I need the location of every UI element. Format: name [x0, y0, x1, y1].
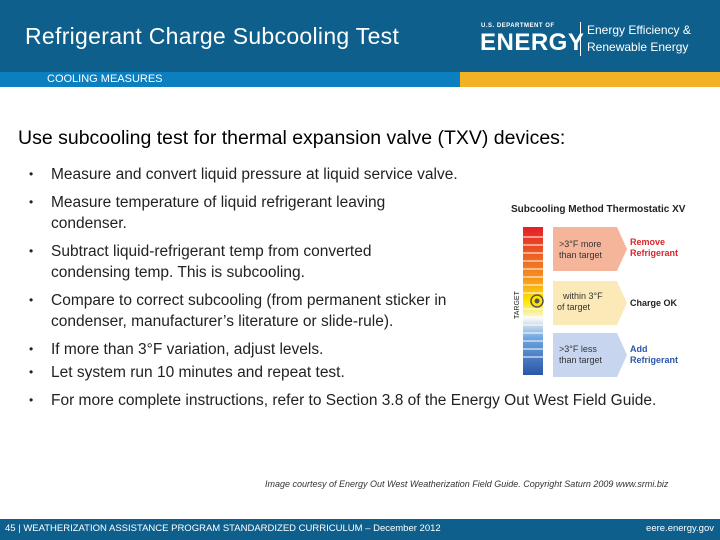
footer-left-text: 45 | WEATHERIZATION ASSISTANCE PROGRAM S… — [5, 523, 441, 534]
footer-url[interactable]: eere.energy.gov — [646, 523, 714, 534]
row-action: Refrigerant — [630, 355, 678, 365]
bullet-text: Measure temperature of liquid refrigeran… — [51, 193, 386, 233]
footer-bar: 45 | WEATHERIZATION ASSISTANCE PROGRAM S… — [0, 519, 720, 540]
eere-logo-line1: Energy Efficiency & — [587, 23, 691, 37]
subcooling-diagram: Subcooling Method Thermostatic XV TARGET… — [511, 204, 686, 377]
bullet-text: Measure and convert liquid pressure at l… — [51, 166, 458, 183]
section-bar: COOLING MEASURES — [0, 72, 720, 87]
bullet-text: Let system run 10 minutes and repeat tes… — [51, 364, 345, 381]
eere-logo-line2: Renewable Energy — [587, 40, 689, 54]
bullet-item: • For more complete instructions, refer … — [27, 390, 667, 412]
bullet-item: • Measure and convert liquid pressure at… — [27, 164, 667, 186]
row-condition: of target — [557, 302, 591, 312]
target-marker-center — [534, 298, 540, 304]
bullet-dot: • — [29, 194, 34, 209]
bullet-dot: • — [29, 292, 34, 307]
bullet-list: • Measure and convert liquid pressure at… — [27, 164, 687, 417]
row-action: Charge OK — [630, 298, 678, 308]
thermometer-ticks — [523, 236, 543, 358]
bullet-item: • Let system run 10 minutes and repeat t… — [27, 362, 447, 384]
arrow-less-than-target — [553, 333, 627, 377]
section-bar-gold — [460, 72, 720, 87]
diagram-title: Subcooling Method Thermostatic XV — [511, 204, 686, 215]
row-condition: >3°F less — [559, 344, 597, 354]
bullet-item: • Compare to correct subcooling (from pe… — [27, 290, 447, 333]
row-action: Remove — [630, 237, 665, 247]
bullet-item: • Measure temperature of liquid refriger… — [27, 192, 427, 235]
slide-title: Refrigerant Charge Subcooling Test — [25, 23, 400, 49]
bullet-text: For more complete instructions, refer to… — [51, 391, 657, 409]
arrow-more-than-target — [553, 227, 627, 271]
main-heading: Use subcooling test for thermal expansio… — [18, 127, 566, 149]
row-condition: than target — [559, 250, 603, 260]
image-credit: Image courtesy of Energy Out West Weathe… — [265, 479, 669, 489]
bullet-text: Subtract liquid-refrigerant temp from co… — [51, 242, 372, 282]
bullet-dot: • — [29, 365, 34, 379]
bullet-text: If more than 3°F variation, adjust level… — [51, 340, 324, 358]
row-action: Refrigerant — [630, 248, 678, 258]
bullet-item: • Subtract liquid-refrigerant temp from … — [27, 241, 447, 284]
row-action: Add — [630, 344, 648, 354]
bullet-dot: • — [29, 167, 34, 181]
header-bar: Refrigerant Charge Subcooling Test U.S. … — [0, 0, 720, 72]
diagram-axis-label: TARGET — [514, 290, 521, 319]
bullet-dot: • — [29, 243, 34, 258]
bullet-dot: • — [29, 341, 34, 356]
row-condition: than target — [559, 355, 603, 365]
row-condition: within 3°F — [562, 291, 603, 301]
bullet-text: Compare to correct subcooling (from perm… — [51, 291, 447, 331]
logo-divider — [580, 22, 581, 56]
section-bar-blue — [0, 72, 460, 87]
bullet-dot: • — [29, 392, 34, 407]
doe-logo-wordmark: ENERGY — [480, 29, 585, 56]
doe-logo-caption: U.S. DEPARTMENT OF — [481, 23, 555, 29]
arrow-within-target — [553, 281, 627, 325]
row-condition: >3°F more — [559, 239, 601, 249]
section-label: COOLING MEASURES — [47, 73, 163, 85]
bullet-item: • If more than 3°F variation, adjust lev… — [27, 339, 447, 361]
